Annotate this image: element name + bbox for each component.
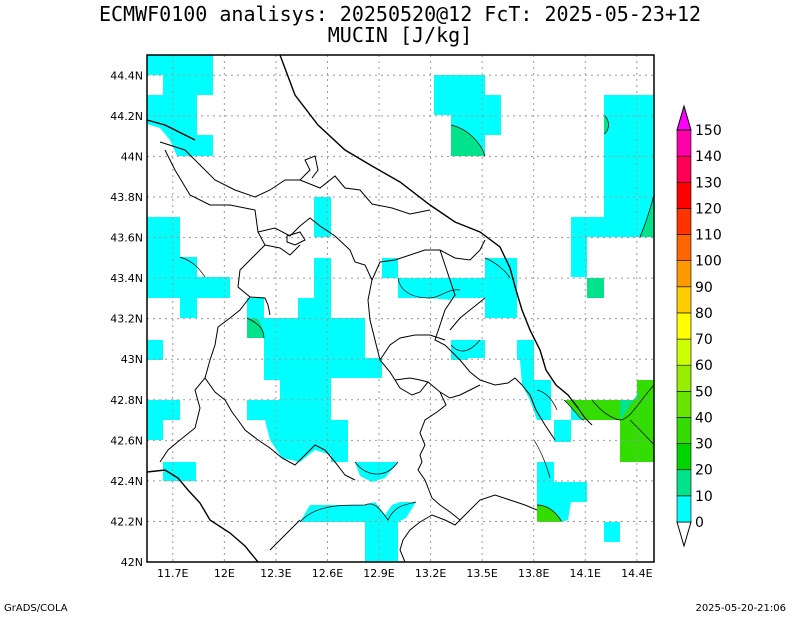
boundaries [146,54,593,563]
cyan-area-northeast [571,95,654,277]
colorbar-label: 110 [695,228,722,244]
colorbar-segment [676,338,692,366]
colorbar-segment [676,391,692,418]
green-area-east [564,380,654,462]
coastline-west [146,119,196,141]
y-tick-label: 44.4N [110,69,143,82]
map-subtitle: MUCIN [J/kg] [327,23,473,47]
cyan-area-south [300,502,416,562]
cin-shading [147,55,654,562]
colorbar-label: 90 [695,280,713,296]
y-tick-label: 43N [121,353,143,366]
cyan-area-coast [520,360,571,442]
colorbar-segment [676,312,692,340]
colorbar-label: 40 [695,410,713,426]
colorbar-high-arrow [676,104,692,131]
y-axis-ticks: 44.4N 44.2N 44N 43.8N 43.6N 43.4N 43.2N 43N 42.8… [110,69,143,569]
colorbar-label: 60 [695,358,713,374]
y-tick-label: 44N [121,150,143,163]
colorbar-label: 30 [695,437,713,453]
y-tick-label: 42.6N [110,434,143,447]
teal-area-north-center [451,125,485,156]
x-tick-label: 12E [214,567,235,580]
colorbar-label: 140 [695,149,722,165]
x-tick-label: 12.3E [260,567,291,580]
y-tick-label: 43.6N [110,232,143,245]
colorbar-segment [676,208,692,235]
teal-area-center-west [247,318,264,338]
x-tick-label: 12.6E [312,567,343,580]
colorbar-low-arrow [676,521,692,548]
cyan-area-center [247,258,382,462]
colorbar-label: 120 [695,201,722,217]
colorbar: 0 10 20 30 40 50 60 70 80 90 100 110 120 130 140 150 [676,104,722,548]
teal-area-northeast [604,115,654,237]
x-tick-label: 12.9E [363,567,394,580]
colorbar-label: 50 [695,384,713,400]
map-grid [147,55,654,562]
cyan-area-north-center [434,75,501,156]
cin-contours [179,114,655,523]
x-tick-label: 14.4E [621,567,652,580]
teal-area-east-edge [620,390,640,420]
coastline [279,54,579,409]
cyan-cell-coast-1 [517,340,534,360]
cyan-cell-center-north [314,197,331,237]
colorbar-segment [676,469,692,497]
x-axis-ticks: 11.7E 12E 12.3E 12.6E 12.9E 13.2E 13.5E 13.8E 14… [157,567,653,580]
colorbar-label: 150 [695,123,722,139]
map-frame [146,54,655,563]
map-title: ECMWF0100 analisys: 20250520@12 FcT: 202… [98,2,702,26]
x-tick-label: 13.2E [415,567,446,580]
colorbar-segment [676,155,692,183]
colorbar-label: 100 [695,254,722,270]
y-tick-label: 42.4N [110,475,143,488]
teal-cell-east [587,278,604,298]
colorbar-segment [676,417,692,444]
colorbar-segment [676,443,692,471]
cyan-cell-far-southeast [604,522,620,542]
y-tick-label: 42N [121,556,143,569]
x-tick-label: 14.1E [570,567,601,580]
cyan-area-southwest [147,400,180,440]
colorbar-label: 10 [695,489,713,505]
colorbar-label: 20 [695,463,713,479]
colorbar-label: 130 [695,175,722,191]
y-tick-label: 43.4N [110,272,143,285]
cyan-area-south-center [355,462,398,482]
cyan-cell-south-west [163,462,196,481]
tyrrhenian-coast [146,469,259,563]
cyan-cell-west [147,340,163,360]
footer-timestamp: 2025-05-20-21:06 [695,603,786,614]
colorbar-segment [676,234,692,261]
x-tick-label: 11.7E [157,567,188,580]
y-tick-label: 42.2N [110,515,143,528]
green-area-southeast [537,505,562,522]
colorbar-segment [676,260,692,288]
cyan-area-northwest [147,55,213,156]
x-tick-label: 13.8E [518,567,549,580]
colorbar-segment [676,129,692,157]
colorbar-segment [676,495,692,523]
cyan-area-west [147,217,230,318]
cyan-area-center-east [382,258,517,318]
y-tick-label: 42.8N [110,394,143,407]
x-tick-label: 13.5E [466,567,497,580]
y-tick-label: 43.2N [110,313,143,326]
y-tick-label: 44.2N [110,110,143,123]
colorbar-label: 70 [695,332,713,348]
colorbar-label: 0 [695,515,704,531]
colorbar-segment [676,181,692,209]
footer-left: GrADS/COLA [4,603,68,614]
colorbar-segment [676,364,692,392]
y-tick-label: 43.8N [110,191,143,204]
colorbar-segment [676,286,692,314]
colorbar-label: 80 [695,306,713,322]
